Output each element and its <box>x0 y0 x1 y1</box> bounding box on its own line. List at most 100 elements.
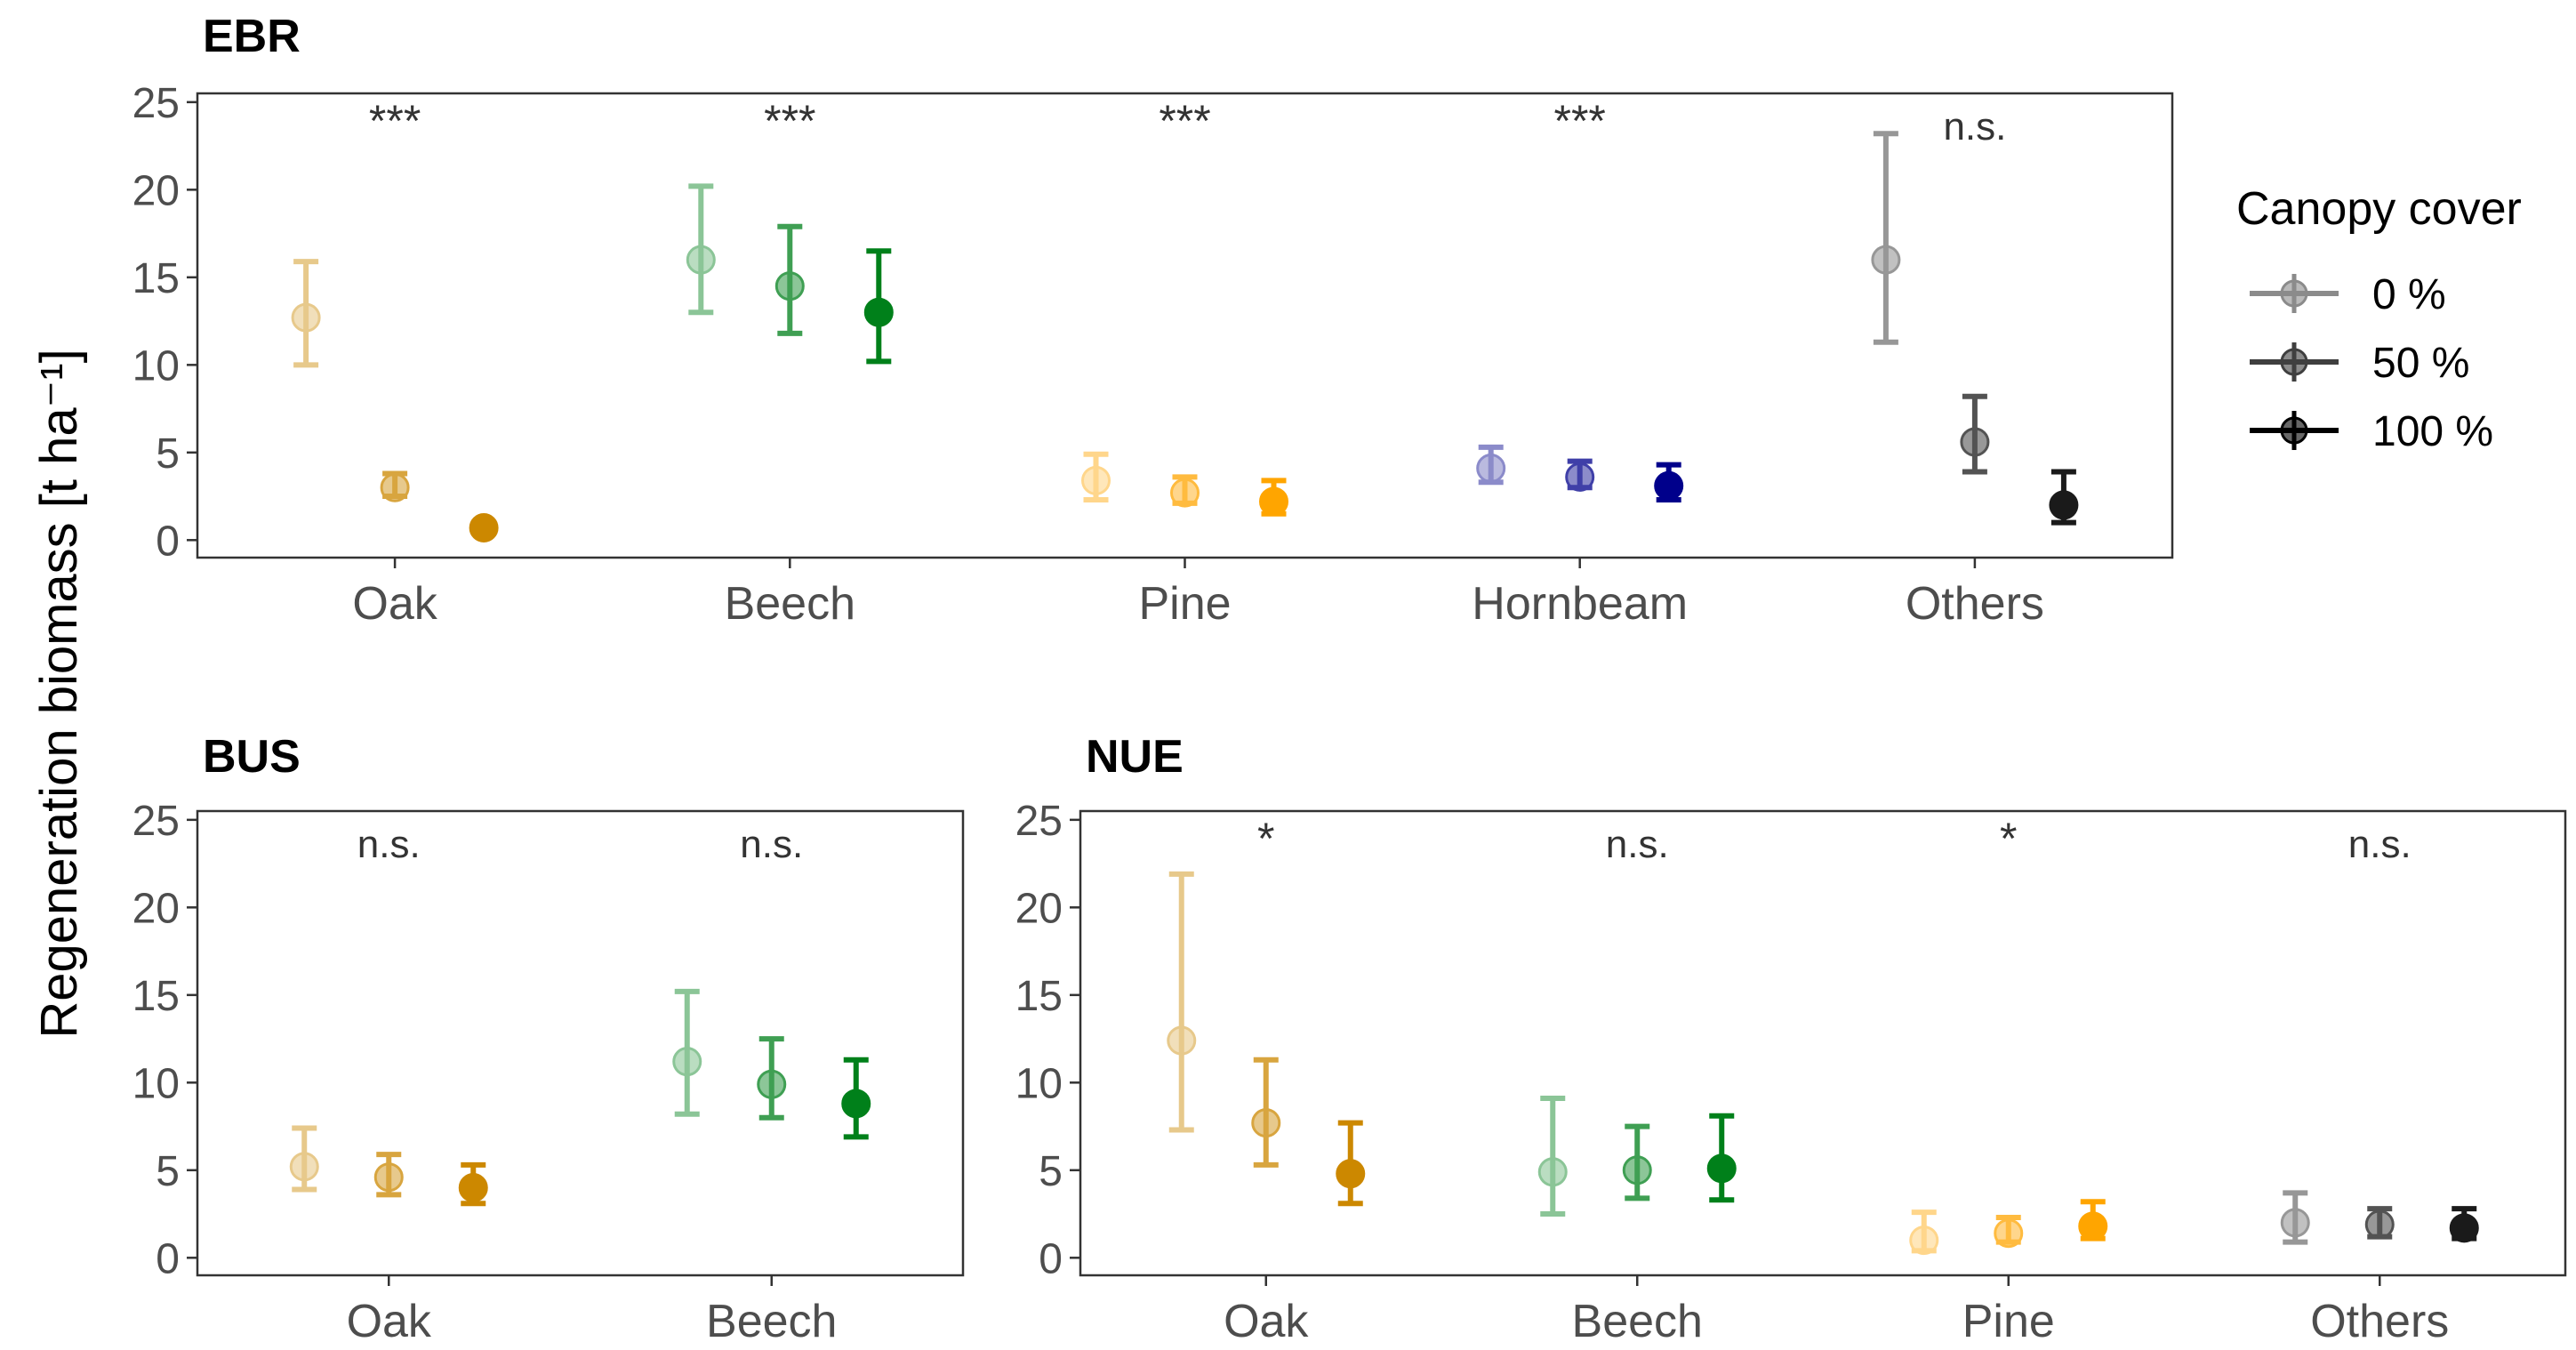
x-tick-label: Hornbeam <box>1472 578 1688 630</box>
data-point-group <box>1909 1209 1939 1256</box>
data-point <box>774 271 805 301</box>
data-point <box>1167 1025 1197 1056</box>
data-point <box>841 1089 871 1119</box>
y-tick-label: 20 <box>132 167 180 214</box>
legend-key <box>2250 274 2339 313</box>
data-point-group <box>672 988 702 1117</box>
significance-label: n.s. <box>1943 105 2006 149</box>
data-point-group <box>380 470 410 502</box>
data-point-group <box>289 1125 319 1193</box>
data-point-group <box>1167 871 1197 1133</box>
legend-label: 50 % <box>2372 340 2469 387</box>
data-point <box>2280 1208 2310 1238</box>
significance-label: n.s. <box>1606 823 1669 866</box>
data-point <box>1259 486 1288 517</box>
legend-key-point <box>2280 416 2308 445</box>
data-point <box>2364 1209 2395 1240</box>
data-point <box>863 297 894 327</box>
legend-key-point <box>2280 279 2308 308</box>
data-point-group <box>1476 444 1506 486</box>
data-point <box>1654 470 1684 501</box>
data-point <box>757 1069 787 1099</box>
y-tick-label: 15 <box>132 255 180 302</box>
significance-label: *** <box>764 96 815 146</box>
y-tick-label: 10 <box>132 342 180 390</box>
y-tick-label: 5 <box>1039 1148 1063 1195</box>
data-point <box>1909 1225 1939 1256</box>
x-tick-label: Beech <box>725 578 855 630</box>
data-point <box>373 1162 404 1193</box>
data-point <box>1565 462 1595 492</box>
data-point-group <box>469 513 499 543</box>
y-tick-label: 0 <box>156 518 180 565</box>
y-tick-label: 0 <box>156 1235 180 1282</box>
y-tick-label: 15 <box>1015 973 1063 1020</box>
significance-label: *** <box>1159 96 1210 146</box>
legend-key <box>2250 342 2339 382</box>
data-point <box>1537 1157 1568 1187</box>
data-point-group <box>2364 1206 2395 1240</box>
x-tick-label: Oak <box>347 1296 432 1347</box>
y-tick-label: 10 <box>132 1060 180 1107</box>
data-point <box>1081 465 1111 495</box>
significance-label: * <box>1257 814 1274 864</box>
legend-title: Canopy cover <box>2236 183 2522 235</box>
y-tick-label: 25 <box>132 798 180 845</box>
x-tick-label: Pine <box>1962 1296 2055 1347</box>
legend-key-point <box>2280 348 2308 376</box>
data-point-group <box>2449 1206 2479 1243</box>
legend-label: 100 % <box>2372 408 2493 455</box>
x-tick-label: Oak <box>1224 1296 1309 1347</box>
significance-label: n.s. <box>740 823 803 866</box>
significance-label: n.s. <box>2348 823 2411 866</box>
significance-label: *** <box>1554 96 1606 146</box>
data-point <box>1336 1159 1366 1189</box>
data-point-group <box>1251 1057 1281 1168</box>
legend: Canopy cover 0 % 50 % 100 % <box>2236 183 2522 455</box>
y-tick-label: 20 <box>132 885 180 932</box>
data-point-group <box>2280 1190 2310 1245</box>
data-point-group <box>2049 469 2079 526</box>
x-tick-label: Others <box>1906 578 2044 630</box>
y-tick-label: 5 <box>156 1148 180 1195</box>
data-point <box>1994 1218 2024 1249</box>
legend-label: 0 % <box>2372 271 2446 318</box>
data-point-group <box>1081 451 1111 502</box>
data-point-group <box>774 223 805 336</box>
data-point <box>1170 478 1200 508</box>
significance-label: n.s. <box>357 823 421 866</box>
data-point-group <box>373 1152 404 1198</box>
x-tick-label: Beech <box>706 1296 837 1347</box>
data-point-group <box>1994 1214 2024 1249</box>
data-point-group <box>1537 1096 1568 1217</box>
panel-ebr: EBR 0 5 10 15 20 25 Oak *** Beech *** Pine *** Hornbe… <box>132 11 2174 630</box>
data-point <box>672 1047 702 1077</box>
data-point <box>2049 490 2079 520</box>
data-point-group <box>1622 1123 1652 1201</box>
data-point <box>380 472 410 502</box>
significance-label: * <box>2000 814 2017 864</box>
data-point-group <box>458 1161 488 1207</box>
y-tick-label: 25 <box>132 80 180 127</box>
data-point <box>2078 1211 2108 1242</box>
data-point-group <box>1259 478 1288 517</box>
y-tick-label: 0 <box>1039 1235 1063 1282</box>
data-point <box>469 513 499 543</box>
data-point-group <box>757 1036 787 1121</box>
y-tick-label: 20 <box>1015 885 1063 932</box>
x-tick-label: Oak <box>352 578 437 630</box>
legend-key <box>2250 411 2339 450</box>
x-tick-label: Beech <box>1572 1296 1703 1347</box>
y-axis-title: Regeneration biomass [t ha⁻¹] <box>30 349 88 1038</box>
data-point <box>458 1173 488 1203</box>
data-point-group <box>1706 1113 1737 1203</box>
x-tick-label: Others <box>2310 1296 2449 1347</box>
panel-title: EBR <box>203 11 301 62</box>
panel-title: NUE <box>1086 731 1184 783</box>
data-point <box>1960 427 1990 457</box>
data-point <box>1871 245 1901 275</box>
data-point-group <box>1871 131 1901 345</box>
data-point-group <box>1654 462 1684 502</box>
data-point <box>291 302 321 333</box>
